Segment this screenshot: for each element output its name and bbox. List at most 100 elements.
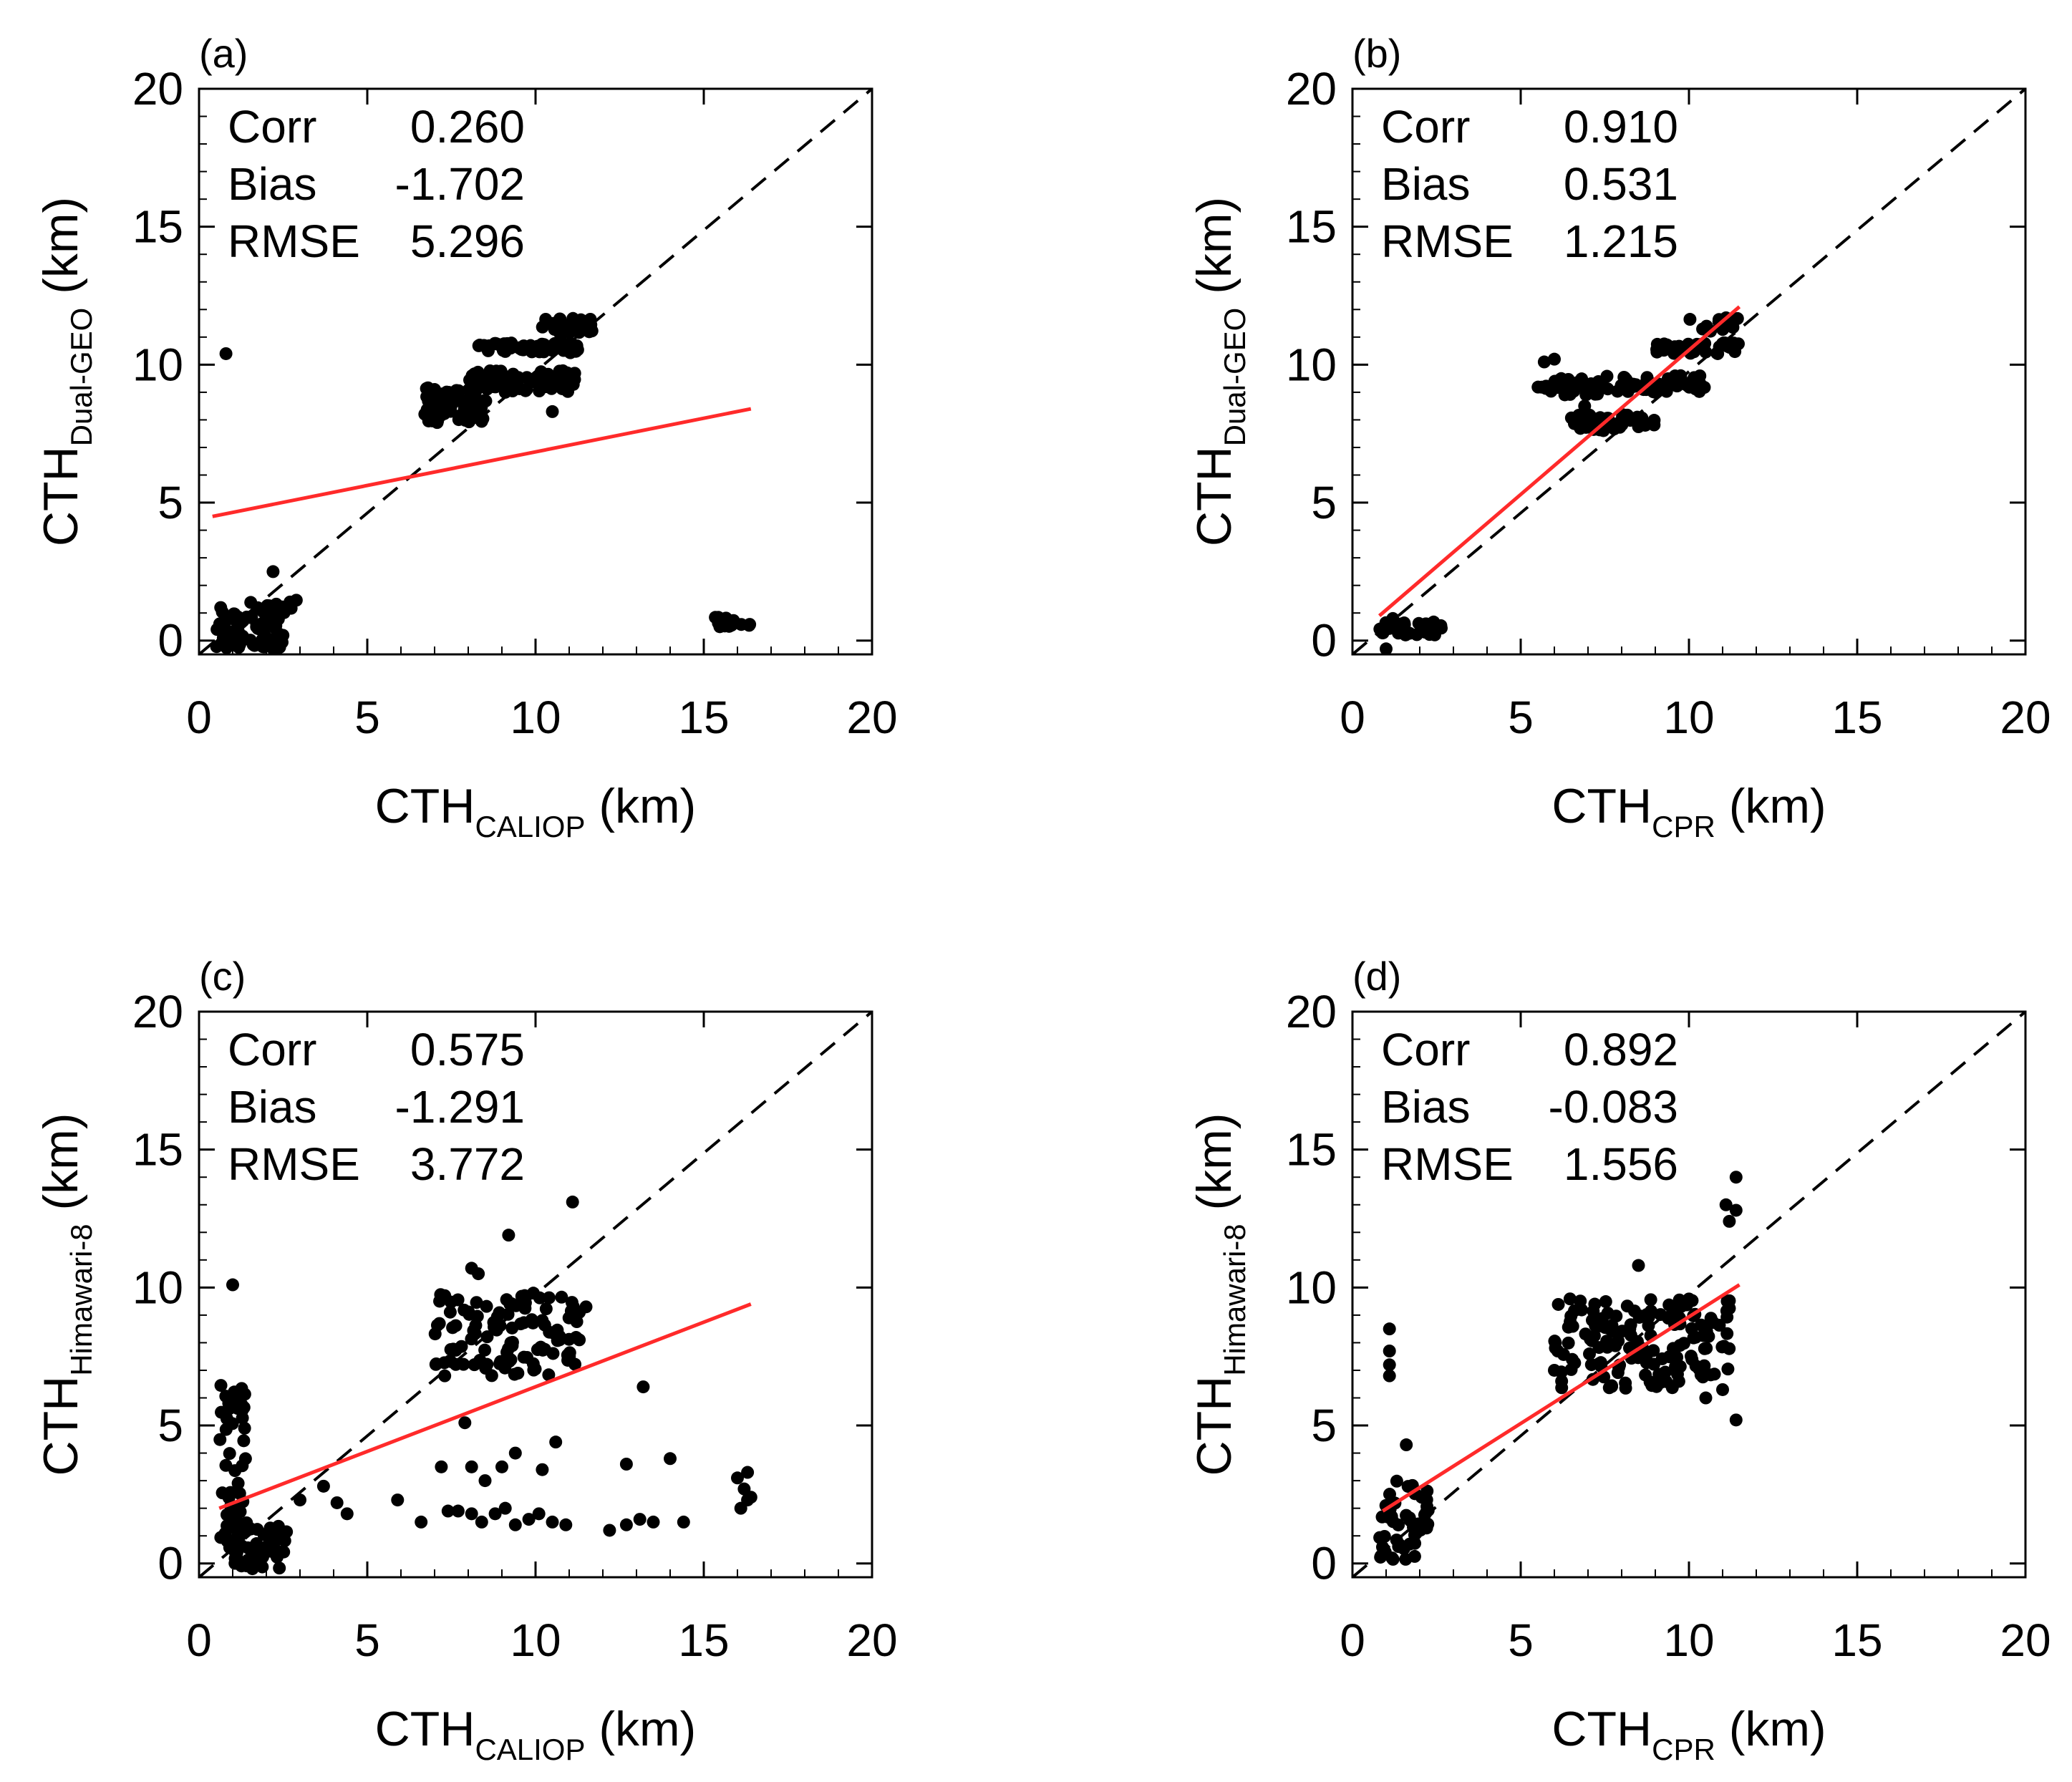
y-tick-label: 0 bbox=[1311, 1538, 1337, 1589]
x-axis-label-main: CTH bbox=[1551, 779, 1652, 833]
scatter-point bbox=[244, 596, 258, 609]
scatter-point bbox=[1548, 1363, 1561, 1377]
scatter-point bbox=[226, 1278, 239, 1292]
scatter-point bbox=[443, 1355, 457, 1368]
scatter-point bbox=[214, 1531, 228, 1544]
scatter-point bbox=[256, 1550, 269, 1564]
stat-value: 0.260 bbox=[410, 101, 525, 152]
x-tick-label: 20 bbox=[2000, 692, 2051, 743]
scatter-point bbox=[579, 322, 593, 336]
scatter-point bbox=[553, 1330, 566, 1343]
x-tick-label: 5 bbox=[354, 1614, 380, 1666]
x-tick-label: 15 bbox=[1831, 692, 1882, 743]
scatter-point bbox=[219, 1390, 233, 1403]
scatter-point bbox=[505, 1335, 519, 1349]
y-tick-label: 20 bbox=[1286, 63, 1337, 115]
scatter-point bbox=[441, 1504, 455, 1518]
y-axis-label-main: CTH bbox=[34, 1376, 88, 1476]
scatter-point bbox=[1393, 1538, 1406, 1551]
stat-value: 0.910 bbox=[1564, 101, 1678, 152]
scatter-point bbox=[480, 1330, 494, 1344]
scatter-point bbox=[533, 1291, 546, 1304]
scatter-point bbox=[1677, 1337, 1690, 1350]
scatter-point bbox=[1594, 411, 1607, 425]
scatter-point bbox=[1383, 1322, 1396, 1336]
x-axis-label: CTHCPR (km) bbox=[1551, 1702, 1826, 1766]
scatter-point bbox=[520, 382, 533, 396]
scatter-point bbox=[240, 610, 253, 624]
scatter-point bbox=[214, 601, 228, 614]
y-tick-label: 20 bbox=[1286, 986, 1337, 1037]
scatter-point bbox=[539, 313, 553, 326]
scatter-point bbox=[1386, 611, 1400, 625]
scatter-point bbox=[1584, 1332, 1597, 1346]
y-tick-label: 0 bbox=[158, 615, 183, 667]
x-axis-label-unit: (km) bbox=[586, 779, 697, 833]
scatter-point bbox=[488, 1507, 502, 1521]
scatter-point bbox=[226, 1417, 239, 1430]
scatter-point bbox=[1408, 1528, 1421, 1541]
scatter-point bbox=[1721, 1362, 1735, 1376]
stat-value: 5.296 bbox=[410, 216, 525, 267]
scatter-point bbox=[214, 1379, 228, 1393]
stat-name: Corr bbox=[228, 1024, 316, 1075]
scatter-point bbox=[266, 565, 280, 578]
x-tick-label: 5 bbox=[1508, 692, 1534, 743]
scatter-point bbox=[1390, 1474, 1403, 1488]
scatter-point bbox=[741, 1466, 755, 1479]
scatter-point bbox=[449, 1319, 463, 1332]
scatter-point bbox=[1717, 1340, 1730, 1353]
panel-label: (a) bbox=[199, 31, 248, 76]
scatter-point bbox=[1720, 1304, 1733, 1317]
scatter-point bbox=[471, 365, 485, 379]
scatter-point bbox=[1400, 1509, 1413, 1522]
x-axis-label-main: CTH bbox=[1551, 1702, 1652, 1756]
stat-name: Corr bbox=[1381, 101, 1470, 152]
scatter-point bbox=[536, 377, 550, 390]
scatter-point bbox=[266, 642, 280, 654]
y-tick-label: 0 bbox=[1311, 615, 1337, 667]
scatter-point bbox=[470, 1296, 483, 1309]
scatter-point bbox=[1383, 1488, 1396, 1501]
x-axis-label-unit: (km) bbox=[586, 1702, 697, 1756]
scatter-point bbox=[440, 398, 453, 412]
scatter-point bbox=[565, 1296, 578, 1309]
scatter-point bbox=[636, 1380, 650, 1394]
scatter-point bbox=[562, 326, 576, 339]
scatter-point bbox=[220, 1508, 233, 1521]
scatter-point bbox=[1398, 618, 1411, 631]
scatter-point bbox=[1589, 382, 1603, 396]
scatter-point bbox=[494, 364, 508, 378]
scatter-point bbox=[1575, 1303, 1589, 1317]
panel-label: (b) bbox=[1352, 31, 1401, 76]
y-tick-label: 5 bbox=[158, 477, 183, 528]
scatter-point bbox=[227, 1519, 241, 1533]
scatter-point bbox=[1592, 1341, 1606, 1355]
y-tick-label: 15 bbox=[1286, 201, 1337, 253]
y-tick-label: 5 bbox=[1311, 1400, 1337, 1451]
x-axis-label: CTHCALIOP (km) bbox=[375, 779, 697, 843]
x-axis-label: CTHCALIOP (km) bbox=[375, 1702, 697, 1766]
scatter-point bbox=[1711, 347, 1725, 360]
scatter-point bbox=[428, 383, 441, 397]
x-axis-label-main: CTH bbox=[375, 779, 475, 833]
scatter-point bbox=[546, 1347, 560, 1360]
scatter-point bbox=[229, 1532, 243, 1546]
regression-fit-line bbox=[1381, 1283, 1741, 1513]
scatter-point bbox=[1693, 369, 1707, 382]
scatter-point bbox=[1578, 400, 1592, 413]
scatter-point bbox=[480, 1299, 493, 1313]
scatter-point bbox=[475, 1515, 488, 1529]
scatter-point bbox=[1723, 337, 1737, 351]
x-axis-label-main: CTH bbox=[375, 1702, 475, 1756]
scatter-point bbox=[330, 1496, 344, 1509]
x-tick-label: 0 bbox=[1340, 692, 1365, 743]
scatter-point bbox=[1720, 1327, 1734, 1340]
stat-value: 0.892 bbox=[1564, 1024, 1678, 1075]
scatter-point bbox=[415, 1515, 428, 1529]
scatter-point bbox=[275, 1545, 289, 1559]
scatter-point bbox=[712, 611, 725, 624]
stat-name: RMSE bbox=[228, 1138, 360, 1190]
scatter-point bbox=[391, 1493, 405, 1507]
scatter-point bbox=[619, 1518, 633, 1531]
